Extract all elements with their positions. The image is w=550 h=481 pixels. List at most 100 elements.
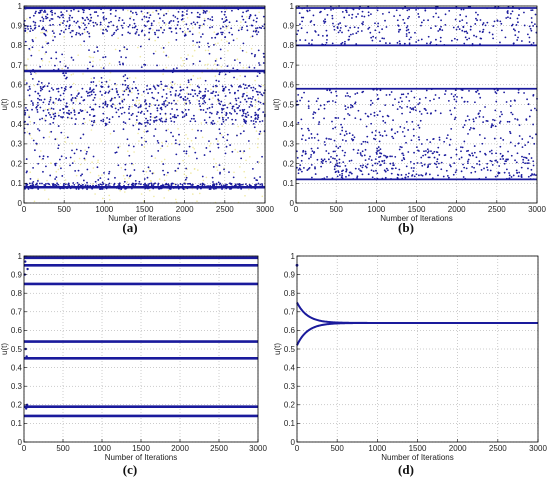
data-point	[192, 21, 195, 24]
data-point	[183, 99, 185, 101]
data-point	[333, 168, 336, 171]
data-point	[343, 117, 346, 120]
data-point	[452, 95, 455, 98]
data-point	[413, 162, 415, 165]
data-point	[234, 183, 237, 186]
data-point	[186, 69, 188, 71]
background-speckle	[208, 11, 211, 13]
data-point	[232, 39, 235, 42]
data-points-a	[23, 5, 266, 204]
data-point	[27, 28, 29, 30]
background-speckle	[245, 159, 247, 162]
data-point	[392, 164, 395, 167]
data-point	[308, 9, 311, 12]
background-speckle	[215, 86, 217, 89]
data-point	[97, 179, 100, 181]
data-point	[480, 169, 483, 171]
data-point	[230, 112, 233, 115]
data-point	[179, 89, 182, 92]
data-point	[428, 173, 431, 176]
background-speckle	[119, 145, 121, 148]
data-point	[54, 163, 56, 165]
data-point	[53, 115, 56, 118]
background-speckle	[134, 102, 137, 105]
data-point	[218, 128, 221, 131]
data-point	[526, 98, 528, 101]
data-point	[430, 88, 433, 91]
background-speckle	[215, 162, 217, 165]
data-point	[469, 28, 472, 31]
data-point	[199, 185, 202, 188]
y-tick-label: 0.7	[283, 61, 295, 70]
background-speckle	[208, 145, 211, 147]
data-point	[215, 138, 218, 140]
background-speckle	[70, 74, 73, 76]
background-speckle	[254, 79, 256, 82]
data-point	[153, 31, 156, 34]
background-speckle	[139, 55, 142, 58]
data-point	[102, 106, 105, 109]
data-point	[241, 49, 244, 52]
data-point	[328, 138, 330, 140]
data-point	[202, 183, 205, 186]
data-point	[162, 68, 165, 71]
data-point	[87, 146, 90, 149]
data-point	[185, 23, 188, 26]
data-point	[494, 91, 497, 93]
data-point	[412, 170, 415, 172]
data-point	[401, 152, 404, 155]
data-point	[219, 132, 222, 135]
data-point	[481, 23, 484, 26]
data-point	[208, 45, 210, 48]
data-point	[383, 159, 386, 162]
data-point	[493, 119, 496, 122]
data-point	[161, 145, 164, 147]
data-point	[335, 145, 338, 148]
data-point	[370, 99, 372, 102]
data-point	[93, 96, 96, 99]
data-point	[189, 93, 192, 96]
data-point	[130, 187, 133, 190]
data-point	[472, 127, 475, 130]
data-point	[479, 43, 481, 46]
data-point	[432, 15, 435, 18]
y-tick-label: 0	[290, 199, 295, 208]
data-point	[218, 183, 221, 186]
y-tick-label: 1	[290, 2, 295, 11]
data-point	[112, 24, 115, 27]
data-point	[495, 152, 497, 155]
data-point	[236, 134, 238, 137]
data-point	[107, 25, 109, 28]
data-point	[118, 115, 120, 118]
data-point	[197, 129, 199, 132]
data-point	[335, 159, 338, 162]
data-point	[36, 108, 39, 111]
data-point	[372, 35, 375, 38]
data-point	[341, 129, 344, 132]
background-speckle	[40, 32, 42, 34]
background-speckle	[90, 129, 93, 131]
data-point	[443, 140, 446, 143]
data-point	[355, 32, 358, 35]
data-point	[145, 88, 148, 91]
panel-c: 0 500 1000 1500 2000 2500 300000.10.20.30.40.5…	[0, 252, 267, 477]
data-point	[62, 111, 65, 114]
background-speckle	[97, 174, 100, 177]
data-point	[434, 25, 437, 28]
data-point	[425, 109, 427, 112]
data-point	[334, 150, 336, 153]
data-point	[507, 158, 509, 161]
data-point	[376, 9, 379, 12]
data-point	[460, 156, 463, 159]
background-speckle	[25, 65, 28, 68]
data-point	[251, 35, 254, 38]
panel-d: 0 500 1000 1500 2000 2500 300000.10.20.30.40.5…	[273, 252, 547, 477]
data-point	[457, 26, 460, 28]
data-point	[210, 112, 213, 115]
data-point	[465, 15, 468, 18]
data-point	[210, 122, 213, 124]
data-point	[224, 185, 227, 188]
data-point	[24, 7, 27, 10]
data-point	[34, 26, 37, 29]
data-point	[419, 119, 422, 122]
